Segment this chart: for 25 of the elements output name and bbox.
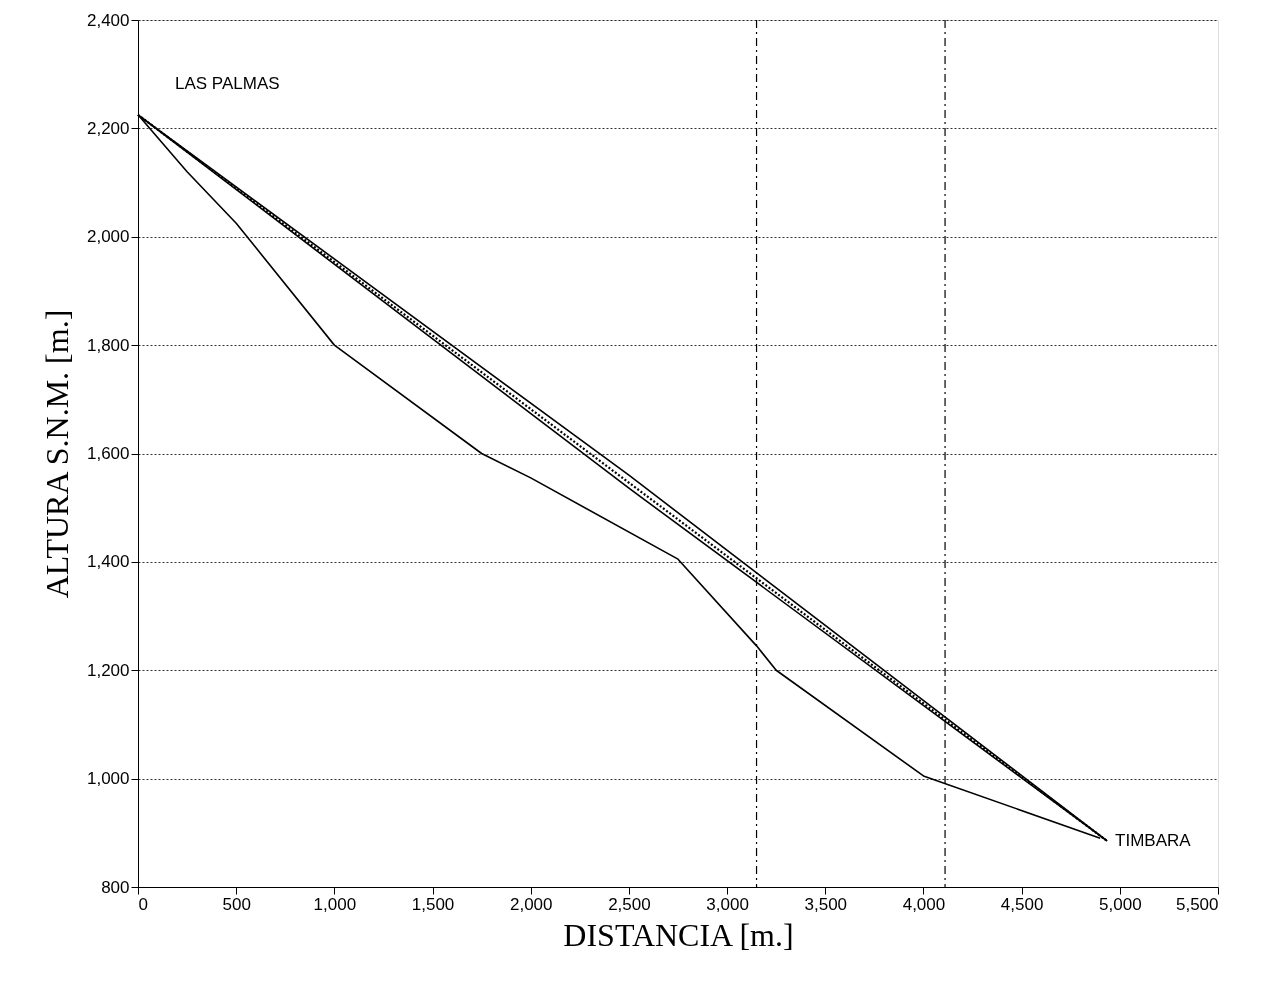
x-axis-title: DISTANCIA [m.] xyxy=(563,916,794,953)
x-tick-label: 1,500 xyxy=(411,894,455,914)
y-tick-label: 1,200 xyxy=(86,660,130,680)
x-tick-label: 500 xyxy=(222,894,251,914)
x-tick-label: 3,000 xyxy=(706,894,749,914)
y-tick-label: 2,400 xyxy=(86,10,130,30)
x-tick-label: 1,000 xyxy=(313,894,357,914)
x-tick-label: 5,500 xyxy=(1175,894,1219,914)
annotation: LAS PALMAS xyxy=(175,73,280,93)
annotation: TIMBARA xyxy=(1115,830,1192,850)
x-tick-label: 3,500 xyxy=(804,894,848,914)
y-tick-label: 1,800 xyxy=(86,335,130,355)
y-tick-label: 2,200 xyxy=(86,118,130,138)
y-tick-label: 1,600 xyxy=(86,444,130,463)
y-tick-label: 1,000 xyxy=(86,769,130,789)
y-tick-label: 2,000 xyxy=(86,227,130,247)
x-tick-label: 4,000 xyxy=(902,894,946,914)
x-tick-label: 2,500 xyxy=(608,894,651,914)
x-tick-label: 4,500 xyxy=(1000,894,1044,914)
x-tick-label: 5,000 xyxy=(1099,894,1142,914)
y-tick-label: 800 xyxy=(101,877,130,897)
x-tick-label: 2,000 xyxy=(509,894,553,914)
y-axis-title: ALTURA S.N.M. [m.] xyxy=(38,309,75,599)
y-tick-label: 1,400 xyxy=(86,552,130,572)
x-tick-label: 0 xyxy=(138,894,148,914)
